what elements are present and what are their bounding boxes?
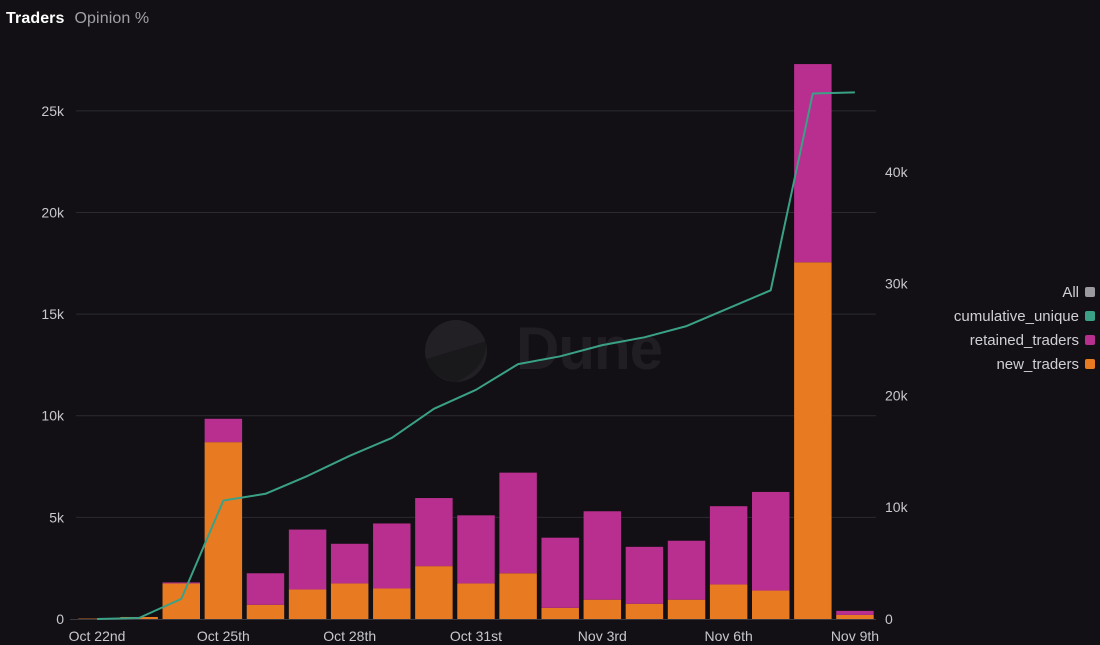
tab-bar: Traders Opinion % [6,10,149,28]
bar-retained-traders [373,523,411,589]
legend-swatch [1085,335,1095,345]
bar-retained-traders [625,546,664,604]
y-left-tick-label: 0 [56,611,64,627]
bar-new-traders [373,588,411,619]
x-tick-label: Oct 28th [323,628,376,644]
legend-label: cumulative_unique [953,307,1079,325]
y-right-tick-label: 20k [885,387,909,403]
y-right-tick-label: 10k [885,499,909,515]
legend-label: All [1062,283,1079,301]
bar-new-traders [836,614,874,619]
bar-new-traders [288,589,327,619]
bar-retained-traders [499,472,537,574]
y-right-tick-label: 40k [885,164,909,180]
bar-retained-traders [541,537,579,608]
bar-retained-traders [667,540,706,600]
bar-new-traders [246,604,285,619]
bar-new-traders [457,583,495,619]
dune-logo-icon [425,319,487,382]
y-left-tick-label: 10k [41,408,65,424]
bar-retained-traders [752,491,790,591]
bar-new-traders [583,599,622,619]
line-cumulative-unique [97,91,855,620]
legend-label: new_traders [996,355,1079,373]
bar-new-traders [794,262,832,619]
tab-opinion-percent[interactable]: Opinion % [74,10,150,27]
bar-retained-traders [246,573,285,605]
legend-item-new-traders[interactable]: new_traders [930,352,1095,376]
bar-new-traders [330,583,369,619]
bar-retained-traders [415,498,453,567]
bar-new-traders [667,599,706,619]
y-left-tick-label: 20k [41,204,65,220]
legend-item-cumulative-unique[interactable]: cumulative_unique [930,304,1095,328]
x-tick-label: Oct 31st [450,628,502,644]
bar-retained-traders [836,610,874,615]
bar-new-traders [625,603,664,619]
dune-watermark: Dune [424,315,663,383]
legend-item-all[interactable]: All [930,280,1095,304]
legend: All cumulative_unique retained_traders n… [930,280,1095,376]
x-tick-label: Nov 6th [705,628,753,644]
y-left-tick-label: 5k [49,509,65,525]
bar-new-traders [415,566,453,619]
y-left-tick-label: 25k [41,103,65,119]
legend-item-retained-traders[interactable]: retained_traders [930,328,1095,352]
x-tick-label: Nov 3rd [578,628,627,644]
y-right-tick-label: 30k [885,276,909,292]
y-left-tick-label: 15k [41,306,65,322]
y-right-tick-label: 0 [885,611,893,627]
legend-label: retained_traders [969,331,1079,349]
x-tick-label: Oct 22nd [69,628,126,644]
bar-retained-traders [162,582,200,584]
bar-new-traders [541,607,579,619]
bar-retained-traders [709,506,748,585]
x-tick-label: Nov 9th [831,628,879,644]
tab-traders[interactable]: Traders [6,10,65,27]
bar-retained-traders [330,543,369,584]
bar-new-traders [499,573,537,619]
bar-retained-traders [457,515,495,584]
bar-retained-traders [583,511,622,600]
legend-swatch [1085,287,1095,297]
bar-retained-traders [204,418,243,443]
legend-swatch [1085,311,1095,321]
x-tick-label: Oct 25th [197,628,250,644]
legend-swatch [1085,359,1095,369]
bar-retained-traders [288,529,327,590]
bar-new-traders [162,583,200,619]
bar-new-traders [709,584,748,619]
bar-new-traders [752,590,790,619]
